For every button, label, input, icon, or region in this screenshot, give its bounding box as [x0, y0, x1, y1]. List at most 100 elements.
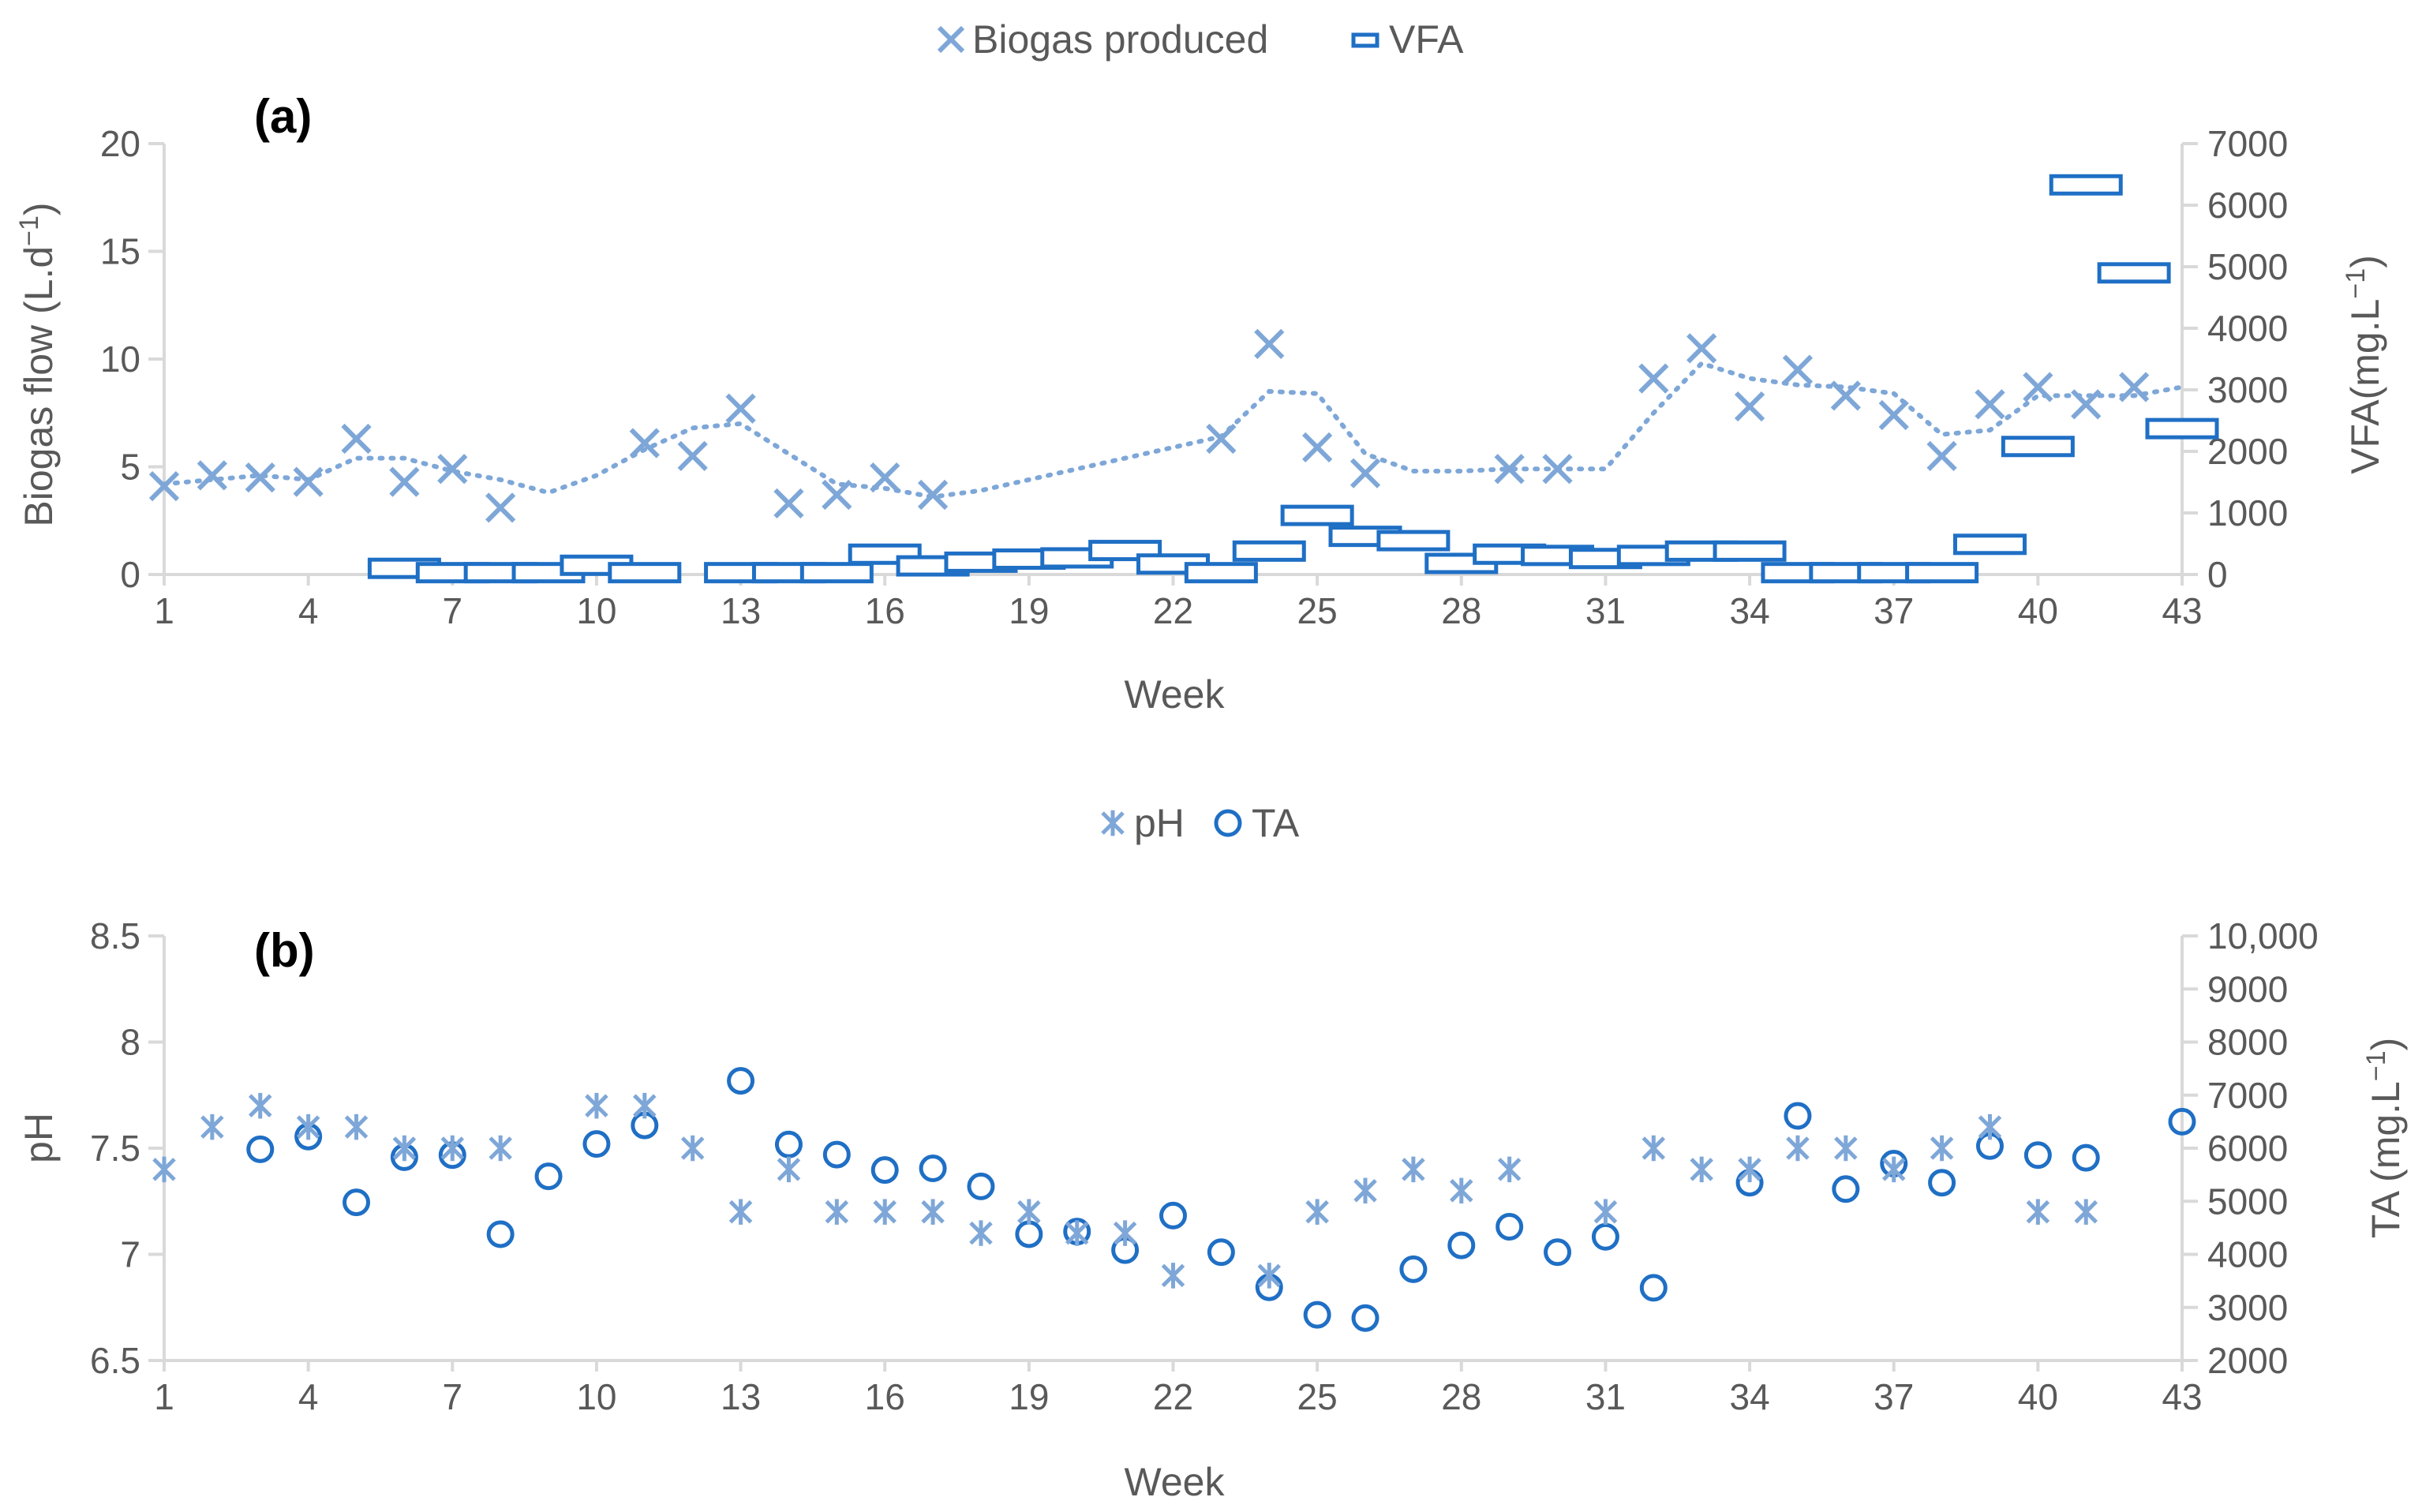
- right-tick-label: 4000: [2207, 1234, 2288, 1275]
- vfa-series: [367, 174, 2219, 584]
- right-tick-label: 3000: [2207, 369, 2288, 410]
- ta-point: [1784, 1102, 1812, 1130]
- biogas-point: [2071, 389, 2102, 420]
- x-tick-label: 19: [1009, 590, 1049, 631]
- vfa-point: [1376, 530, 1451, 552]
- x-tick-label: 10: [576, 1376, 616, 1417]
- panel-b-right-title-main: TA (mg.L: [2364, 1081, 2408, 1238]
- ta-series: [246, 1067, 2196, 1332]
- panel-b-right-title-sup: −1: [2361, 1050, 2391, 1081]
- biogas-point: [1975, 389, 2005, 420]
- right-tick-label: 1000: [2207, 492, 2288, 533]
- biogas-point: [1350, 458, 1381, 488]
- ph-point: [728, 1199, 753, 1225]
- vfa-point: [1280, 504, 1354, 526]
- left-tick-label: 0: [120, 554, 140, 595]
- biogas-point: [197, 460, 228, 491]
- legend-a-vfa-label: VFA: [1389, 17, 1464, 62]
- biogas-point: [1206, 423, 1237, 455]
- ta-point: [1351, 1304, 1379, 1332]
- biogas-point: [1926, 440, 1957, 471]
- ta-point: [727, 1067, 755, 1095]
- x-tick-label: 34: [1729, 590, 1769, 631]
- ta-point: [582, 1130, 611, 1158]
- biogas-point: [677, 440, 708, 471]
- biogas-point: [293, 466, 324, 497]
- panel-b-x-title: Week: [1125, 1460, 1226, 1504]
- panel-b-label: (b): [254, 924, 315, 977]
- biogas-point: [245, 462, 275, 493]
- ta-point: [2072, 1143, 2100, 1172]
- right-tick-label: 4000: [2207, 308, 2288, 349]
- biogas-point: [1734, 391, 1765, 422]
- biogas-series: [148, 328, 2150, 523]
- ph-point: [1690, 1156, 1713, 1183]
- ph-point: [1450, 1177, 1473, 1204]
- ta-point: [486, 1220, 515, 1248]
- ph-point: [1113, 1220, 1137, 1246]
- vfa-point: [2001, 436, 2075, 458]
- x-tick-label: 1: [154, 1376, 174, 1417]
- panel-a-label: (a): [254, 90, 312, 143]
- panel-a-right-title-sup: −1: [2341, 268, 2371, 299]
- legend-a-vfa-entry: VFA: [1351, 17, 1464, 62]
- x-tick-label: 43: [2162, 1376, 2202, 1417]
- x-tick-label: 31: [1585, 590, 1626, 631]
- x-tick-label: 13: [721, 590, 761, 631]
- left-tick-label: 7: [120, 1234, 140, 1275]
- legend-a-biogas-entry: Biogas produced: [937, 17, 1268, 62]
- ta-point: [822, 1140, 851, 1169]
- biogas-point: [1686, 333, 1717, 364]
- biogas-trendline: [162, 361, 2184, 500]
- biogas-point: [1638, 363, 1669, 394]
- x-tick-label: 13: [721, 1376, 761, 1417]
- x-tick-label: 40: [2018, 590, 2058, 631]
- biogas-point: [629, 428, 660, 458]
- panel-a-left-title-main: Biogas flow (L.d: [17, 246, 61, 527]
- right-tick-label: 10,000: [2207, 915, 2319, 956]
- right-tick-label: 7000: [2207, 1075, 2288, 1116]
- right-tick-label: 2000: [2207, 1340, 2288, 1381]
- ph-point: [1881, 1156, 1906, 1183]
- x-tick-label: 37: [1874, 1376, 1914, 1417]
- left-tick-label: 10: [100, 339, 140, 380]
- panel-b-right-title: TA (mg.L−1): [2361, 1038, 2408, 1239]
- legend-a-biogas-label: Biogas produced: [972, 17, 1268, 62]
- ta-point: [1496, 1213, 1524, 1241]
- vfa-point: [799, 562, 874, 584]
- ph-point: [1593, 1199, 1618, 1225]
- biogas-point: [2118, 372, 2150, 402]
- x-tick-label: 19: [1009, 1376, 1049, 1417]
- right-tick-label: 3000: [2207, 1287, 2288, 1328]
- ph-point: [921, 1199, 945, 1225]
- legend-b-ta-label: TA: [1252, 801, 1300, 845]
- ph-point: [969, 1220, 993, 1246]
- left-tick-label: 6.5: [90, 1340, 140, 1381]
- legend-x-glyph: [937, 25, 965, 54]
- left-tick-label: 8: [120, 1022, 140, 1063]
- ph-point: [1641, 1135, 1666, 1162]
- biogas-point: [1830, 380, 1861, 411]
- ph-point: [1257, 1263, 1282, 1289]
- ph-point: [1497, 1156, 1522, 1183]
- right-tick-label: 0: [2207, 554, 2228, 595]
- biogas-point: [917, 479, 949, 511]
- biogas-point: [1302, 432, 1333, 463]
- ta-point: [2168, 1107, 2196, 1136]
- vfa-point: [1905, 562, 1979, 584]
- ph-point: [585, 1092, 608, 1119]
- x-tick-label: 43: [2162, 590, 2202, 631]
- x-tick-label: 4: [298, 1376, 319, 1417]
- x-tick-label: 28: [1441, 1376, 1481, 1417]
- vfa-point: [1232, 540, 1306, 562]
- trendline-path: [162, 361, 2184, 500]
- ph-point: [1353, 1177, 1377, 1204]
- panel-a-left-ticks: 0 5 10 15 20: [100, 123, 164, 595]
- ta-point: [967, 1172, 995, 1200]
- panel-b-right-ticks: 2000 3000 4000 5000 6000 7000 8000 9000 10,000: [2182, 915, 2319, 1381]
- ph-point: [296, 1113, 320, 1140]
- ta-point: [1447, 1231, 1476, 1259]
- circle-marker-icon: [1214, 809, 1242, 837]
- ta-point: [1639, 1274, 1668, 1302]
- x-tick-label: 7: [442, 1376, 462, 1417]
